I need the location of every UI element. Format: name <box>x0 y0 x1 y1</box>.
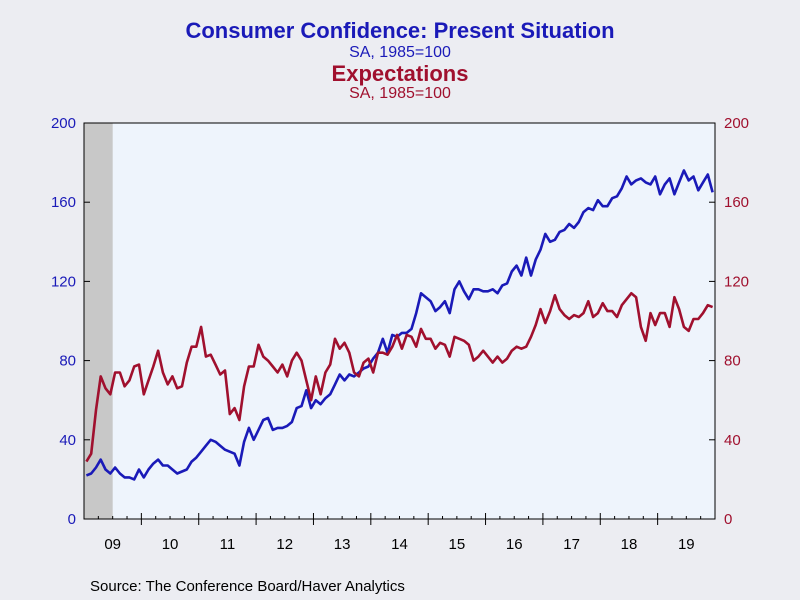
x-tick-label: 10 <box>162 536 179 553</box>
x-tick-label: 16 <box>506 536 523 553</box>
chart-subtitle-series1: SA, 1985=100 <box>349 44 451 61</box>
series-line-expectations <box>85 291 714 463</box>
y-tick-label-right: 0 <box>724 511 732 528</box>
x-tick-label: 11 <box>220 536 236 553</box>
x-tick-label: 19 <box>678 536 695 553</box>
source-note: Source: The Conference Board/Haver Analy… <box>90 578 405 595</box>
chart-titles: Consumer Confidence: Present Situation S… <box>0 18 800 102</box>
y-tick-label-left: 160 <box>51 194 76 211</box>
y-tick-label-left: 40 <box>59 432 76 449</box>
x-tick-label: 18 <box>621 536 638 553</box>
y-tick-label-left: 0 <box>68 511 76 528</box>
chart-title-series2: Expectations <box>331 61 469 86</box>
x-tick-label: 09 <box>104 536 121 553</box>
x-tick-label: 14 <box>391 536 408 553</box>
recession-shading <box>84 123 113 519</box>
chart-title-series1: Consumer Confidence: Present Situation <box>185 18 615 43</box>
x-tick-label: 12 <box>276 536 293 553</box>
y-tick-label-right: 160 <box>724 194 749 211</box>
y-tick-label-right: 200 <box>724 115 749 132</box>
series-line-present-situation <box>85 169 714 481</box>
x-tick-label: 17 <box>563 536 580 553</box>
y-tick-label-left: 80 <box>59 353 76 370</box>
y-tick-label-right: 80 <box>724 353 741 370</box>
plot-area <box>84 123 715 519</box>
chart-subtitle-series2: SA, 1985=100 <box>349 85 451 102</box>
x-tick-label: 15 <box>449 536 466 553</box>
y-tick-label-left: 200 <box>51 115 76 132</box>
y-tick-label-right: 120 <box>724 273 749 290</box>
y-tick-label-left: 120 <box>51 273 76 290</box>
x-tick-label: 13 <box>334 536 351 553</box>
y-tick-label-right: 40 <box>724 432 741 449</box>
